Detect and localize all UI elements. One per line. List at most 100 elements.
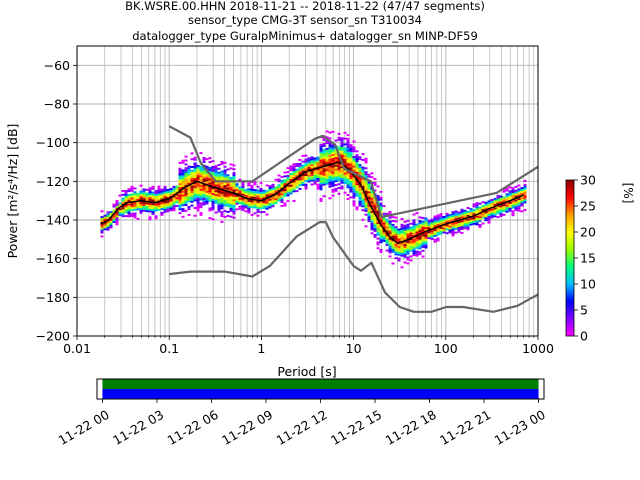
heatmap-cell [377, 230, 380, 232]
heatmap-cell [350, 156, 353, 158]
heatmap-cell [467, 224, 470, 226]
heatmap-cell [524, 184, 527, 186]
heatmap-cell [338, 139, 341, 141]
heatmap-cell [338, 177, 341, 179]
heatmap-cell [521, 199, 524, 201]
heatmap-cell [257, 195, 260, 197]
heatmap-cell [227, 196, 230, 198]
heatmap-cell [413, 250, 416, 252]
heatmap-cell [398, 231, 401, 233]
heatmap-cell [128, 194, 131, 196]
heatmap-cell [512, 205, 515, 207]
heatmap-cell [137, 203, 140, 205]
heatmap-cell [347, 194, 350, 196]
heatmap-cell [200, 177, 203, 179]
heatmap-cell [350, 187, 353, 189]
heatmap-cell [248, 184, 251, 186]
heatmap-cell [221, 176, 224, 178]
heatmap-cell [515, 186, 518, 188]
heatmap-cell [344, 174, 347, 176]
heatmap-cell [185, 192, 188, 194]
heatmap-cell [350, 183, 353, 185]
heatmap-cell [272, 190, 275, 192]
heatmap-cell [377, 238, 380, 240]
heatmap-cell [275, 196, 278, 198]
heatmap-cell [209, 217, 212, 219]
heatmap-cell [185, 200, 188, 202]
heatmap-cell [452, 225, 455, 227]
heatmap-cell [260, 207, 263, 209]
heatmap-cell [188, 175, 191, 177]
heatmap-cell [167, 203, 170, 205]
heatmap-cell [194, 174, 197, 176]
heatmap-cell [332, 146, 335, 148]
heatmap-cell [329, 145, 332, 147]
heatmap-cell [491, 201, 494, 203]
heatmap-cell [350, 191, 353, 193]
heatmap-cell [335, 178, 338, 180]
heatmap-cell [170, 188, 173, 190]
heatmap-cell [125, 192, 128, 194]
heatmap-cell [449, 216, 452, 218]
heatmap-cell [449, 224, 452, 226]
heatmap-cell [329, 180, 332, 182]
heatmap-cell [374, 230, 377, 232]
heatmap-cell [311, 156, 314, 158]
heatmap-cell [344, 172, 347, 174]
heatmap-cell [134, 213, 137, 215]
heatmap-cell [263, 207, 266, 209]
heatmap-cell [335, 159, 338, 161]
heatmap-cell [476, 206, 479, 208]
heatmap-cell [290, 177, 293, 179]
heatmap-cell [368, 176, 371, 178]
heatmap-cell [362, 209, 365, 211]
heatmap-cell [164, 207, 167, 209]
heatmap-cell [326, 142, 329, 144]
heatmap-cell [170, 207, 173, 209]
heatmap-cell [305, 168, 308, 170]
heatmap-cell [362, 201, 365, 203]
heatmap-cell [179, 199, 182, 201]
heatmap-cell [233, 211, 236, 213]
heatmap-cell [386, 223, 389, 225]
heatmap-cell [365, 210, 368, 212]
heatmap-cell [161, 206, 164, 208]
heatmap-cell [395, 253, 398, 255]
heatmap-cell [224, 201, 227, 203]
heatmap-cell [329, 149, 332, 151]
heatmap-cell [371, 227, 374, 229]
heatmap-cell [191, 197, 194, 199]
heatmap-cell [260, 192, 263, 194]
heatmap-cell [215, 190, 218, 192]
heatmap-cell [503, 210, 506, 212]
heatmap-cell [488, 200, 491, 202]
heatmap-cell [386, 250, 389, 252]
heatmap-cell [440, 233, 443, 235]
heatmap-cell [422, 225, 425, 227]
heatmap-cell [350, 144, 353, 146]
heatmap-cell [122, 200, 125, 202]
heatmap-cell [455, 218, 458, 220]
heatmap-cell [215, 175, 218, 177]
heatmap-cell [221, 175, 224, 177]
heatmap-cell [425, 225, 428, 227]
heatmap-cell [161, 195, 164, 197]
heatmap-cell [185, 196, 188, 198]
heatmap-cell [422, 223, 425, 225]
heatmap-cell [179, 195, 182, 197]
heatmap-cell [188, 208, 191, 210]
heatmap-cell [329, 176, 332, 178]
heatmap-cell [509, 202, 512, 204]
heatmap-cell [299, 180, 302, 182]
heatmap-cell [233, 172, 236, 174]
heatmap-cell [401, 235, 404, 237]
heatmap-cell [239, 198, 242, 200]
heatmap-cell [350, 146, 353, 148]
heatmap-cell [470, 220, 473, 222]
heatmap-cell [374, 228, 377, 230]
heatmap-cell [149, 199, 152, 201]
heatmap-cell [467, 223, 470, 225]
heatmap-cell [116, 206, 119, 208]
heatmap-cell [125, 196, 128, 198]
heatmap-cell [413, 252, 416, 254]
